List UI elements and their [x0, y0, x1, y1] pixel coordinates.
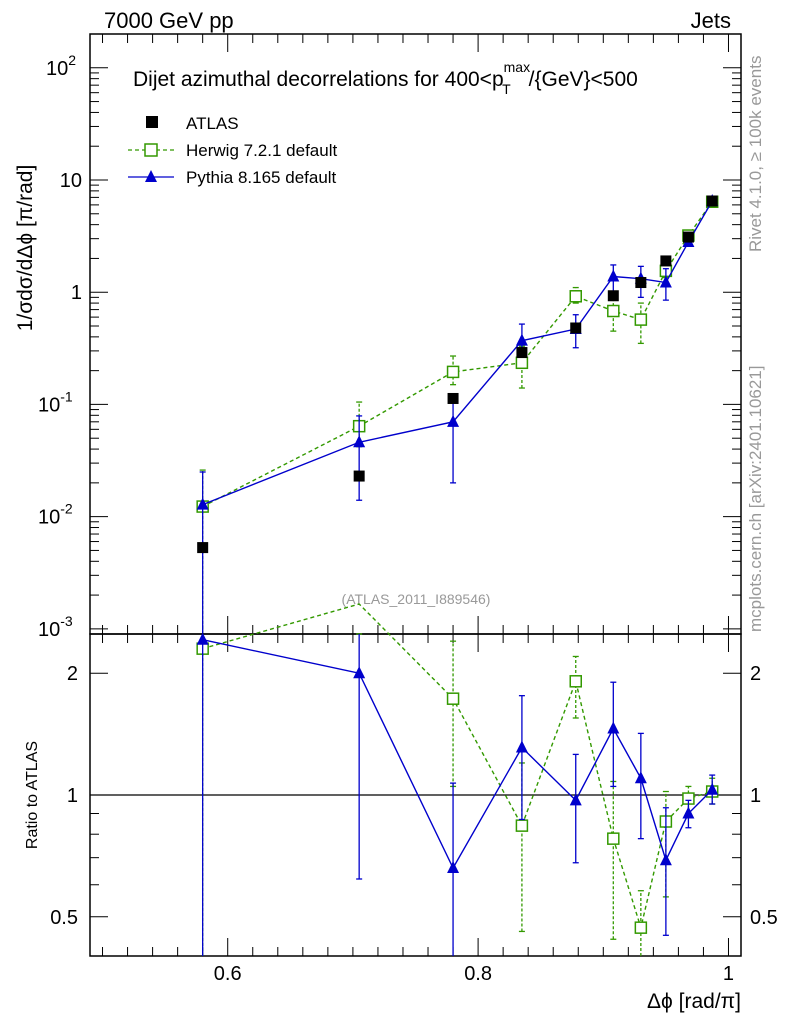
pythia-point — [515, 740, 528, 753]
legend-herwig-marker — [144, 143, 158, 157]
x-tick-label: 1 — [723, 963, 734, 985]
x-axis-label: Δϕ [rad/π] — [647, 990, 741, 1013]
y-tick-label: 10-1 — [38, 388, 73, 416]
legend-atlas-marker — [146, 116, 158, 128]
pythia-line — [202, 200, 713, 506]
herwig-point — [634, 313, 648, 326]
x-tick-label: 0.6 — [214, 963, 242, 985]
title-sup: max — [504, 59, 530, 75]
x-tick-label: 0.8 — [464, 963, 492, 985]
main-y-label: 1/σdσ/dΔϕ [π/rad] — [14, 165, 37, 332]
herwig-line — [202, 201, 713, 508]
y-tick-exponent: -3 — [60, 613, 73, 629]
atlas-point — [353, 470, 365, 482]
atlas-point — [197, 542, 209, 554]
main-y-ticks: 10-3 10-2 10-1 1 10 102 — [38, 33, 741, 641]
legend-herwig-label: Herwig 7.2.1 default — [186, 141, 337, 160]
atlas-point — [607, 290, 619, 302]
analysis-label: (ATLAS_2011_I889546) — [342, 591, 491, 607]
legend-pythia-marker — [145, 170, 157, 182]
ratio-y-label: Ratio to ATLAS — [24, 741, 41, 849]
herwig-point — [569, 290, 582, 303]
pythia-point — [447, 861, 460, 874]
pythia-point — [353, 435, 366, 448]
legend-atlas-label: ATLAS — [186, 114, 239, 133]
y-tick-exponent: 2 — [68, 52, 76, 68]
title-sub: T — [502, 81, 511, 97]
ratio-y-tick-label-right: 0.5 — [750, 907, 778, 929]
herwig-point — [569, 675, 582, 688]
legend: ATLAS Herwig 7.2.1 default Pythia 8.165 … — [128, 114, 337, 187]
pythia-point — [682, 806, 695, 819]
pythia-point — [634, 771, 647, 784]
pythia-point — [353, 666, 366, 679]
atlas-point — [682, 231, 694, 243]
pythia-point — [515, 333, 528, 346]
y-tick-label: 102 — [46, 52, 76, 80]
atlas-point — [660, 255, 672, 267]
herwig-point — [607, 832, 620, 845]
atlas-point — [516, 347, 528, 359]
header-right: Jets — [691, 8, 731, 33]
legend-pythia-label: Pythia 8.165 default — [186, 168, 337, 187]
pythia-point — [706, 782, 719, 795]
mcplots-label: mcplots.cern.ch [arXiv:2401.10621] — [746, 366, 765, 632]
herwig-point — [515, 356, 529, 370]
y-tick-label: 1 — [71, 282, 82, 304]
y-tick-label: 10-3 — [38, 613, 73, 641]
ratio-series — [196, 603, 719, 956]
main-x-ticks — [102, 34, 729, 634]
header-left: 7000 GeV pp — [104, 8, 234, 33]
title-post: /{GeV}<500 — [529, 68, 638, 91]
ratio-y-tick-label: 0.5 — [50, 907, 78, 929]
pythia-point — [447, 414, 460, 427]
atlas-point — [635, 277, 647, 289]
y-tick-label: 10-2 — [38, 501, 73, 529]
chart-title: Dijet azimuthal decorrelations for 400<p… — [133, 59, 638, 97]
pythia-point — [569, 793, 582, 806]
herwig-point — [634, 921, 648, 934]
ratio-y-tick-label-right: 2 — [750, 663, 761, 685]
pythia-point — [659, 275, 672, 288]
herwig-line — [202, 603, 713, 931]
herwig-point — [446, 692, 460, 705]
pythia-point — [196, 497, 209, 510]
y-tick-label: 10 — [60, 170, 82, 192]
ratio-ticks: 0.5 0.5 1 1 2 2 0.6 0.8 1 — [50, 634, 778, 985]
herwig-point — [607, 304, 620, 318]
pythia-point — [607, 269, 620, 282]
pythia-point — [659, 853, 672, 866]
y-tick-exponent: -1 — [60, 388, 73, 404]
main-series — [196, 193, 719, 634]
title-pre: Dijet azimuthal decorrelations for 400<p — [133, 68, 504, 91]
herwig-point — [515, 819, 529, 832]
y-tick-exponent: -2 — [60, 501, 73, 517]
ratio-y-tick-label-right: 1 — [750, 785, 761, 807]
atlas-point — [706, 195, 718, 207]
pythia-line — [202, 639, 713, 870]
ratio-y-tick-label: 1 — [67, 785, 78, 807]
ratio-y-tick-label: 2 — [67, 663, 78, 685]
pythia-point — [607, 721, 620, 734]
pythia-point — [196, 632, 209, 645]
atlas-point — [570, 322, 582, 334]
rivet-label: Rivet 4.1.0, ≥ 100k events — [746, 56, 765, 252]
atlas-point — [447, 392, 459, 404]
herwig-point — [446, 365, 460, 379]
